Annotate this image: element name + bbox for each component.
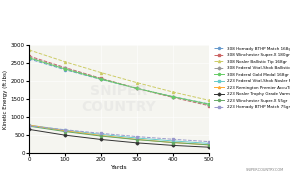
223 Winchester Super-X 55gr: [135, 139, 139, 141]
223 Federal Vital-Shok Nosler Partition 60gr: [63, 129, 67, 131]
223 Remington Premier AccuTip 55gr: [171, 141, 175, 144]
223 Winchester Super-X 55gr: [99, 135, 103, 137]
308 Nosler Ballistic Tip 168gr: [63, 61, 67, 63]
308 Federal Vital-Shok Ballistic Tip 165gr: [27, 56, 31, 58]
308 Federal Vital-Shok Ballistic Tip 165gr: [135, 87, 139, 89]
223 Remington Premier AccuTip 55gr: [99, 135, 103, 137]
223 Hornady BTHP Match 75gr: [63, 129, 67, 131]
308 Federal Gold Medal 168gr: [135, 87, 139, 89]
Line: 308 Federal Vital-Shok Ballistic Tip 165gr: 308 Federal Vital-Shok Ballistic Tip 165…: [28, 56, 210, 106]
223 Nosler Trophy Grade Varmint 40gr: [171, 144, 175, 147]
223 Federal Vital-Shok Nosler Partition 60gr: [135, 137, 139, 139]
308 Federal Vital-Shok Ballistic Tip 165gr: [99, 78, 103, 80]
308 Winchester Super-X 180gr: [171, 96, 175, 98]
308 Hornady BTHP Match 168gr: [63, 69, 67, 71]
308 Federal Gold Medal 168gr: [207, 103, 211, 105]
308 Hornady BTHP Match 168gr: [171, 96, 175, 98]
308 Federal Gold Medal 168gr: [27, 57, 31, 59]
308 Nosler Ballistic Tip 168gr: [207, 99, 211, 101]
Line: 308 Hornady BTHP Match 168gr: 308 Hornady BTHP Match 168gr: [28, 58, 210, 105]
Text: SNIPER
COUNTRY: SNIPER COUNTRY: [81, 84, 156, 114]
223 Federal Vital-Shok Nosler Partition 60gr: [207, 142, 211, 144]
223 Winchester Super-X 55gr: [63, 130, 67, 133]
308 Winchester Super-X 180gr: [207, 105, 211, 107]
308 Hornady BTHP Match 168gr: [99, 78, 103, 80]
308 Nosler Ballistic Tip 168gr: [99, 72, 103, 74]
Line: 308 Nosler Ballistic Tip 168gr: 308 Nosler Ballistic Tip 168gr: [28, 49, 210, 101]
Y-axis label: Kinetic Energy (ft.lbs): Kinetic Energy (ft.lbs): [3, 70, 8, 129]
308 Hornady BTHP Match 168gr: [207, 103, 211, 105]
223 Hornady BTHP Match 75gr: [27, 125, 31, 127]
223 Hornady BTHP Match 75gr: [99, 132, 103, 134]
308 Federal Gold Medal 168gr: [171, 96, 175, 98]
308 Winchester Super-X 180gr: [135, 87, 139, 89]
223 Winchester Super-X 55gr: [171, 141, 175, 144]
Line: 308 Federal Gold Medal 168gr: 308 Federal Gold Medal 168gr: [28, 57, 210, 105]
308 Federal Gold Medal 168gr: [63, 68, 67, 70]
308 Federal Gold Medal 168gr: [99, 78, 103, 80]
223 Winchester Super-X 55gr: [27, 125, 31, 127]
308 Federal Vital-Shok Ballistic Tip 165gr: [63, 67, 67, 69]
308 Hornady BTHP Match 168gr: [135, 87, 139, 89]
Legend: 308 Hornady BTHP Match 168gr, 308 Winchester Super-X 180gr, 308 Nosler Ballistic: 308 Hornady BTHP Match 168gr, 308 Winche…: [212, 45, 290, 111]
Line: 223 Remington Premier AccuTip 55gr: 223 Remington Premier AccuTip 55gr: [28, 124, 210, 146]
Text: KINETIC ENERGY: KINETIC ENERGY: [74, 8, 216, 23]
223 Hornady BTHP Match 75gr: [207, 141, 211, 143]
223 Nosler Trophy Grade Varmint 40gr: [99, 138, 103, 140]
223 Federal Vital-Shok Nosler Partition 60gr: [27, 124, 31, 126]
223 Nosler Trophy Grade Varmint 40gr: [135, 142, 139, 144]
223 Nosler Trophy Grade Varmint 40gr: [27, 128, 31, 130]
Text: SNIPERCOUNTRY.COM: SNIPERCOUNTRY.COM: [246, 168, 284, 172]
308 Nosler Ballistic Tip 168gr: [171, 91, 175, 93]
Line: 223 Federal Vital-Shok Nosler Partition 60gr: 223 Federal Vital-Shok Nosler Partition …: [28, 124, 210, 144]
223 Federal Vital-Shok Nosler Partition 60gr: [99, 133, 103, 136]
223 Remington Premier AccuTip 55gr: [63, 130, 67, 132]
308 Nosler Ballistic Tip 168gr: [27, 49, 31, 51]
308 Winchester Super-X 180gr: [99, 77, 103, 79]
308 Winchester Super-X 180gr: [27, 55, 31, 57]
223 Remington Premier AccuTip 55gr: [27, 124, 31, 126]
X-axis label: Yards: Yards: [110, 165, 127, 170]
Line: 223 Winchester Super-X 55gr: 223 Winchester Super-X 55gr: [28, 125, 210, 146]
308 Winchester Super-X 180gr: [63, 66, 67, 69]
223 Remington Premier AccuTip 55gr: [207, 144, 211, 146]
Line: 223 Hornady BTHP Match 75gr: 223 Hornady BTHP Match 75gr: [28, 125, 210, 143]
223 Nosler Trophy Grade Varmint 40gr: [207, 146, 211, 148]
308 Federal Vital-Shok Ballistic Tip 165gr: [207, 104, 211, 106]
223 Hornady BTHP Match 75gr: [135, 136, 139, 138]
308 Federal Vital-Shok Ballistic Tip 165gr: [171, 96, 175, 98]
223 Nosler Trophy Grade Varmint 40gr: [63, 134, 67, 136]
223 Winchester Super-X 55gr: [207, 144, 211, 146]
Line: 223 Nosler Trophy Grade Varmint 40gr: 223 Nosler Trophy Grade Varmint 40gr: [28, 128, 210, 148]
308 Nosler Ballistic Tip 168gr: [135, 82, 139, 84]
223 Remington Premier AccuTip 55gr: [135, 138, 139, 140]
223 Federal Vital-Shok Nosler Partition 60gr: [171, 140, 175, 142]
Line: 308 Winchester Super-X 180gr: 308 Winchester Super-X 180gr: [28, 55, 210, 107]
223 Hornady BTHP Match 75gr: [171, 138, 175, 140]
308 Hornady BTHP Match 168gr: [27, 58, 31, 60]
